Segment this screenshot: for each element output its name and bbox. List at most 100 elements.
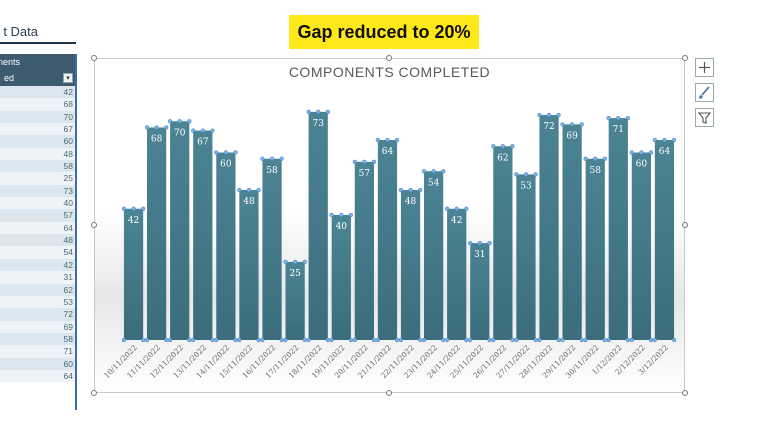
resize-handle-mr[interactable] — [682, 222, 688, 228]
chart-styles-button[interactable] — [695, 83, 714, 102]
resize-handle-ml[interactable] — [91, 222, 97, 228]
bar[interactable] — [654, 140, 675, 340]
resize-handle-tr[interactable] — [682, 55, 688, 61]
table-cell[interactable]: 31 — [0, 271, 76, 284]
bar[interactable] — [123, 208, 144, 340]
bar-group[interactable]: 67 — [191, 128, 215, 343]
bar-group[interactable]: 54 — [421, 169, 446, 343]
bar[interactable] — [147, 127, 167, 341]
table-cell[interactable]: 68 — [0, 98, 76, 111]
bar[interactable] — [493, 146, 513, 340]
bar-group[interactable]: 62 — [491, 144, 515, 343]
selection-point — [375, 137, 380, 143]
bar[interactable] — [470, 243, 490, 340]
bar[interactable] — [308, 111, 328, 340]
bar-group[interactable]: 40 — [329, 212, 354, 343]
table-cell[interactable]: 25 — [0, 172, 76, 185]
bar-group[interactable]: 60 — [629, 150, 654, 343]
bar[interactable] — [539, 115, 559, 340]
selection-point — [237, 337, 242, 343]
bar[interactable] — [170, 121, 190, 340]
table-cell[interactable]: 54 — [0, 246, 76, 259]
bar[interactable] — [262, 158, 282, 340]
bar-group[interactable]: 71 — [606, 116, 631, 343]
table-cell[interactable]: 71 — [0, 345, 76, 358]
bar[interactable] — [193, 130, 213, 340]
bar-group[interactable]: 64 — [375, 137, 400, 343]
selection-point — [256, 337, 261, 343]
bar-group[interactable]: 60 — [214, 150, 238, 343]
table-header-row-2[interactable]: ed ▾ — [0, 70, 76, 86]
bar[interactable] — [377, 140, 398, 340]
bar[interactable] — [516, 174, 536, 340]
table-cell[interactable]: 53 — [0, 295, 76, 309]
bar-group[interactable]: 58 — [260, 156, 284, 343]
table-cell[interactable]: 57 — [0, 209, 76, 222]
resize-handle-bl[interactable] — [91, 390, 97, 396]
bar[interactable] — [585, 158, 605, 340]
table-cell[interactable]: 58 — [0, 160, 76, 173]
table-cell[interactable]: 64 — [0, 221, 76, 235]
bar-group[interactable]: 72 — [537, 112, 561, 343]
bar[interactable] — [331, 215, 351, 340]
data-label: 58 — [589, 166, 601, 176]
table-cell[interactable]: 60 — [0, 135, 76, 148]
bar-group[interactable]: 57 — [352, 159, 377, 343]
bar-group[interactable]: 58 — [583, 156, 607, 343]
bar-group[interactable]: 69 — [560, 122, 584, 343]
chart-filters-button[interactable] — [695, 108, 714, 127]
resize-handle-tl[interactable] — [91, 55, 97, 61]
table-cell[interactable]: 64 — [0, 369, 76, 383]
bar[interactable] — [447, 208, 467, 340]
selection-point — [279, 337, 284, 343]
table-cell[interactable]: 40 — [0, 197, 76, 210]
bar[interactable] — [400, 190, 421, 340]
table-cell[interactable]: 67 — [0, 123, 76, 136]
column-filter-button[interactable]: ▾ — [63, 73, 73, 83]
table-cell[interactable]: 70 — [0, 110, 76, 124]
resize-handle-bc[interactable] — [386, 390, 392, 396]
funnel-icon — [697, 112, 712, 124]
bar[interactable] — [285, 261, 305, 340]
bar-group[interactable]: 25 — [283, 259, 307, 343]
bar-group[interactable]: 73 — [306, 109, 330, 343]
table-cell[interactable]: 48 — [0, 234, 76, 247]
bar[interactable] — [631, 152, 651, 341]
bar[interactable] — [216, 152, 236, 341]
bar-group[interactable]: 64 — [652, 137, 677, 343]
table-cell[interactable]: 42 — [0, 258, 76, 272]
resize-handle-tc[interactable] — [386, 55, 392, 61]
selection-point — [556, 337, 561, 343]
selection-point — [348, 337, 354, 343]
bar-group[interactable]: 42 — [121, 206, 146, 343]
table-cell[interactable]: 48 — [0, 147, 76, 161]
table-cell[interactable]: 69 — [0, 320, 76, 333]
selection-point — [510, 337, 515, 343]
bar[interactable] — [239, 190, 259, 340]
data-label: 72 — [543, 122, 554, 132]
bar-group[interactable]: 48 — [237, 187, 261, 343]
bar-group[interactable]: 68 — [144, 125, 169, 343]
resize-handle-br[interactable] — [682, 390, 688, 396]
table-cell[interactable]: 58 — [0, 332, 76, 346]
chart-elements-button[interactable] — [695, 58, 714, 77]
chart-title[interactable]: COMPONENTS COMPLETED — [288, 64, 491, 80]
table-cell[interactable]: 73 — [0, 184, 76, 198]
bar[interactable] — [424, 171, 444, 340]
bar[interactable] — [608, 118, 628, 340]
table-cell[interactable]: 62 — [0, 283, 76, 296]
bar-group[interactable]: 42 — [444, 206, 469, 343]
bar[interactable] — [354, 161, 374, 340]
bar-group[interactable]: 53 — [514, 172, 538, 343]
bar-group[interactable]: 70 — [167, 119, 192, 343]
selection-point — [583, 156, 588, 161]
bar-group[interactable]: 48 — [398, 187, 423, 343]
table-header-text-1: nents — [0, 57, 20, 67]
table-cell[interactable]: 42 — [0, 86, 76, 99]
bar[interactable] — [562, 124, 582, 340]
table-cell[interactable]: 72 — [0, 308, 76, 321]
selection-point — [652, 137, 657, 143]
table-cell[interactable]: 60 — [0, 357, 76, 370]
bar-group[interactable]: 31 — [468, 241, 492, 343]
